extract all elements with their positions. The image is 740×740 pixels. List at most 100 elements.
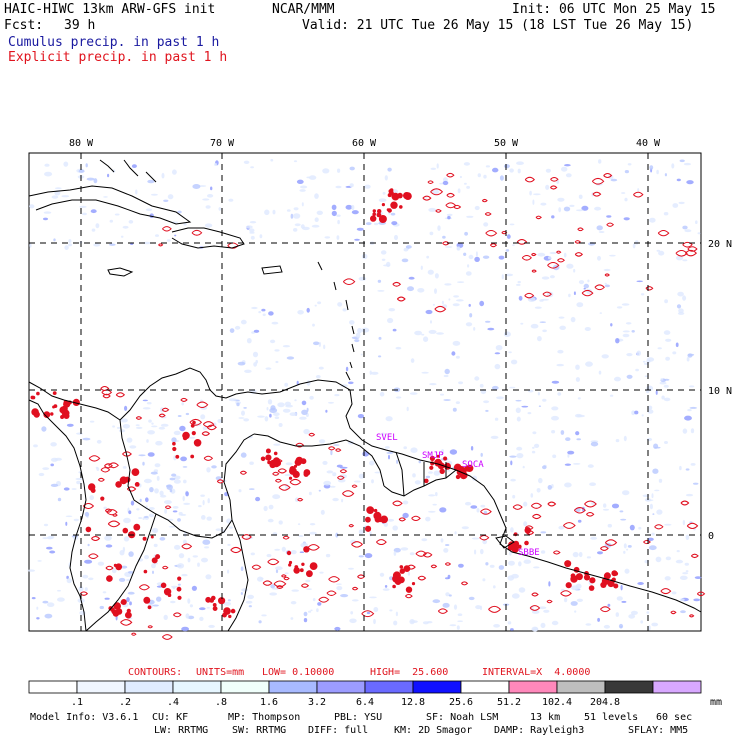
cumulus-precip-cell <box>551 380 560 384</box>
cumulus-precip-cell <box>440 393 444 396</box>
cumulus-precip-cell <box>654 489 660 492</box>
cumulus-precip-cell <box>153 469 159 473</box>
cumulus-precip-cell <box>145 208 153 211</box>
cumulus-precip-cell <box>334 626 341 631</box>
cumulus-precip-cell <box>122 225 129 229</box>
cumulus-precip-cell <box>436 332 444 335</box>
explicit-precip-contour <box>97 477 105 482</box>
explicit-precip-contour <box>524 176 535 183</box>
explicit-precip-contour <box>100 386 110 391</box>
cumulus-precip-cell <box>306 380 311 386</box>
explicit-precip-cell <box>150 535 154 539</box>
cumulus-precip-cell <box>597 551 603 555</box>
explicit-precip-cell <box>260 456 266 462</box>
cumulus-precip-cell <box>197 562 200 567</box>
cumulus-precip-cell <box>266 407 269 411</box>
cumulus-precip-cell <box>53 238 56 242</box>
explicit-precip-contour <box>267 558 280 566</box>
cumulus-precip-cell <box>44 171 53 177</box>
explicit-precip-contour <box>405 593 413 599</box>
cumulus-precip-cell <box>365 222 372 226</box>
cumulus-precip-cell <box>378 198 387 202</box>
cumulus-precip-cell <box>334 394 340 397</box>
cumulus-precip-cell <box>68 239 72 243</box>
explicit-precip-contour <box>191 229 203 236</box>
cumulus-precip-cell <box>188 436 196 439</box>
cumulus-precip-cell <box>261 308 266 312</box>
explicit-precip-contour <box>196 401 209 409</box>
cumulus-precip-cell <box>172 169 177 175</box>
cumulus-precip-cell <box>551 415 559 421</box>
cumulus-precip-cell <box>202 426 208 431</box>
footer-sw: SW: RRTMG <box>232 725 287 736</box>
cumulus-precip-cell <box>292 213 301 219</box>
cumulus-precip-cell <box>442 235 446 239</box>
cumulus-precip-cell <box>694 576 702 579</box>
cumulus-precip-cell <box>364 184 371 189</box>
explicit-precip-cell <box>113 602 121 610</box>
explicit-precip-contour <box>524 525 534 531</box>
colorbar-label: 51.2 <box>497 697 521 708</box>
cumulus-precip-cell <box>206 516 212 521</box>
cumulus-precip-cell <box>620 625 623 629</box>
cumulus-precip-cell <box>656 249 661 252</box>
cumulus-precip-cell <box>636 350 641 356</box>
cumulus-precip-cell <box>65 521 68 526</box>
cumulus-precip-cell <box>515 407 521 414</box>
cumulus-precip-cell <box>244 369 252 373</box>
cumulus-precip-cell <box>619 510 624 513</box>
cumulus-precip-cell <box>29 243 32 248</box>
cumulus-precip-cell <box>318 366 324 370</box>
cumulus-precip-cell <box>428 471 433 474</box>
cumulus-precip-cell <box>189 604 193 608</box>
cumulus-precip-cell <box>355 332 361 338</box>
cumulus-precip-cell <box>337 302 343 307</box>
cumulus-precip-cell <box>273 412 280 417</box>
explicit-precip-contour <box>88 553 99 560</box>
cumulus-precip-cell <box>378 336 382 340</box>
explicit-precip-cell <box>565 582 572 589</box>
cumulus-precip-cell <box>570 316 576 323</box>
explicit-precip-contour <box>131 632 137 636</box>
cumulus-precip-cell <box>103 196 108 198</box>
cumulus-precip-cell <box>154 463 161 468</box>
cumulus-precip-cell <box>603 503 607 508</box>
colorbar-label: 204.8 <box>590 697 620 708</box>
explicit-precip-cell <box>286 550 292 556</box>
explicit-precip-cell <box>376 212 382 218</box>
cumulus-precip-cell <box>135 426 143 429</box>
cumulus-precip-cell <box>534 443 540 448</box>
cumulus-precip-cell <box>647 537 654 541</box>
cumulus-precip-cell <box>316 210 323 215</box>
explicit-precip-contour <box>281 574 287 578</box>
cumulus-precip-cell <box>241 410 245 416</box>
cumulus-precip-cell <box>603 624 611 629</box>
cumulus-precip-cell <box>471 537 480 540</box>
cumulus-precip-cell <box>296 179 304 184</box>
footer-mp: MP: Thompson <box>228 712 301 723</box>
cumulus-precip-cell <box>182 466 188 468</box>
cumulus-precip-cell <box>652 513 655 515</box>
cumulus-precip-cell <box>672 351 677 355</box>
explicit-precip-contour <box>550 176 559 182</box>
cumulus-precip-cell <box>294 223 301 227</box>
cumulus-precip-cell <box>568 293 571 298</box>
explicit-precip-cell <box>120 600 125 605</box>
cumulus-precip-cell <box>395 611 398 617</box>
cumulus-precip-cell <box>686 180 694 185</box>
cumulus-precip-cell <box>431 189 439 195</box>
cumulus-precip-cell <box>336 586 343 591</box>
explicit-precip-contour <box>230 546 242 554</box>
explicit-precip-cell <box>583 574 591 581</box>
cumulus-precip-cell <box>490 435 499 439</box>
explicit-precip-contour <box>685 249 697 257</box>
cumulus-precip-cell <box>349 183 354 188</box>
cumulus-precip-cell <box>473 327 476 331</box>
cumulus-precip-cell <box>518 587 526 593</box>
cumulus-precip-cell <box>63 487 70 491</box>
cumulus-precip-cell <box>510 527 514 533</box>
cumulus-precip-cell <box>223 601 231 606</box>
cumulus-precip-cell <box>142 517 145 520</box>
cumulus-precip-cell <box>151 425 158 428</box>
cumulus-precip-cell <box>660 378 664 381</box>
